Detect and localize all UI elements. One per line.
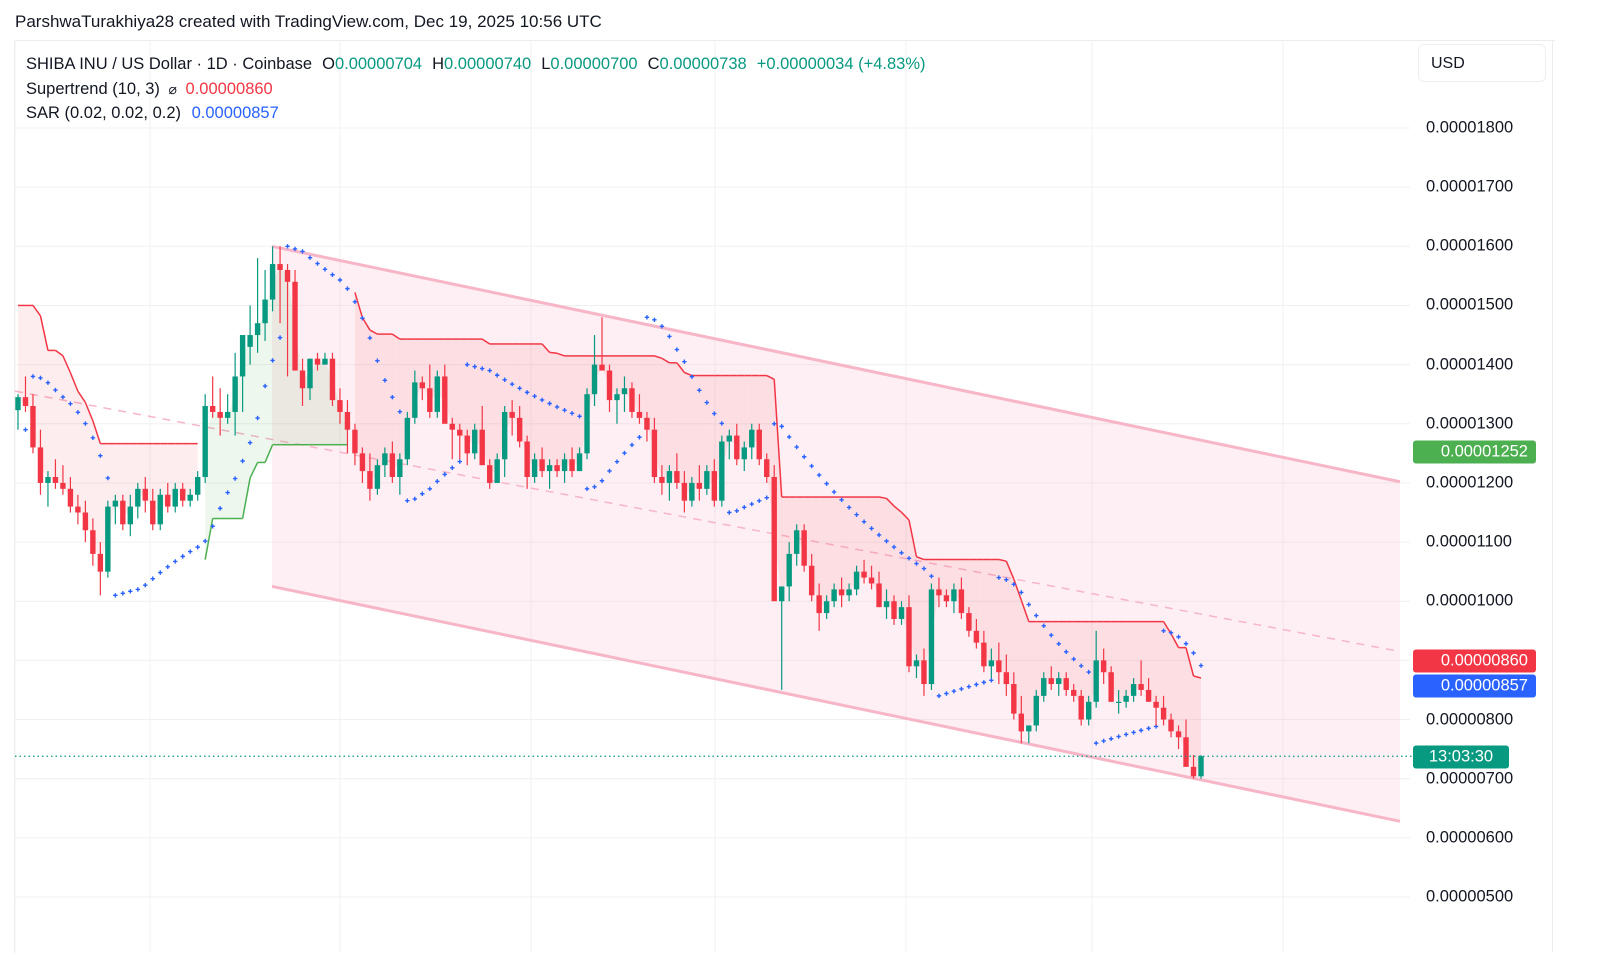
sar-value: 0.00000857 — [186, 104, 279, 122]
supertrend-label: Supertrend (10, 3) — [26, 80, 160, 98]
low-value: 0.00000700 — [550, 55, 637, 73]
high-key: H — [432, 55, 444, 73]
price-tick-label: 0.00000600 — [1426, 828, 1513, 847]
hidden-eye-slash-icon[interactable]: ⌀ — [165, 81, 181, 97]
price-tick-label: 0.00001800 — [1426, 119, 1513, 138]
sar-label: SAR (0.02, 0.02, 0.2) — [26, 104, 181, 122]
change-value: +0.00000034 (+4.83%) — [757, 55, 926, 73]
price-tick-label: 0.00001300 — [1426, 414, 1513, 433]
price-tick-label: 0.00001500 — [1426, 296, 1513, 315]
price-tick-label: 0.00000700 — [1426, 769, 1513, 788]
supertrend-price-tag: 0.00000860 — [1413, 650, 1536, 673]
price-tick-label: 0.00000800 — [1426, 710, 1513, 729]
symbol-title[interactable]: SHIBA INU / US Dollar · 1D · Coinbase — [26, 55, 312, 73]
price-tick-label: 0.00001400 — [1426, 355, 1513, 374]
supertrend-value: 0.00000860 — [186, 80, 273, 98]
close-key: C — [648, 55, 660, 73]
open-value: 0.00000704 — [335, 55, 422, 73]
price-tick-label: 0.00001000 — [1426, 592, 1513, 611]
high-value: 0.00000740 — [444, 55, 531, 73]
currency-button[interactable]: USD — [1418, 44, 1546, 82]
channel-price-tag: 0.00001252 — [1413, 441, 1536, 464]
open-key: O — [322, 55, 335, 73]
sar-price-tag: 0.00000857 — [1413, 675, 1536, 698]
price-tick-label: 0.00001700 — [1426, 178, 1513, 197]
price-tick-label: 0.00000500 — [1426, 888, 1513, 907]
countdown-tag: 13:03:30 — [1413, 746, 1509, 769]
legend-sar-row[interactable]: SAR (0.02, 0.02, 0.2) 0.00000857 — [26, 101, 926, 126]
price-tick-label: 0.00001200 — [1426, 473, 1513, 492]
close-value: 0.00000738 — [660, 55, 747, 73]
price-tick-label: 0.00001100 — [1426, 533, 1512, 552]
legend-supertrend-row[interactable]: Supertrend (10, 3) ⌀ 0.00000860 — [26, 77, 926, 102]
price-tick-label: 0.00001600 — [1426, 237, 1513, 256]
